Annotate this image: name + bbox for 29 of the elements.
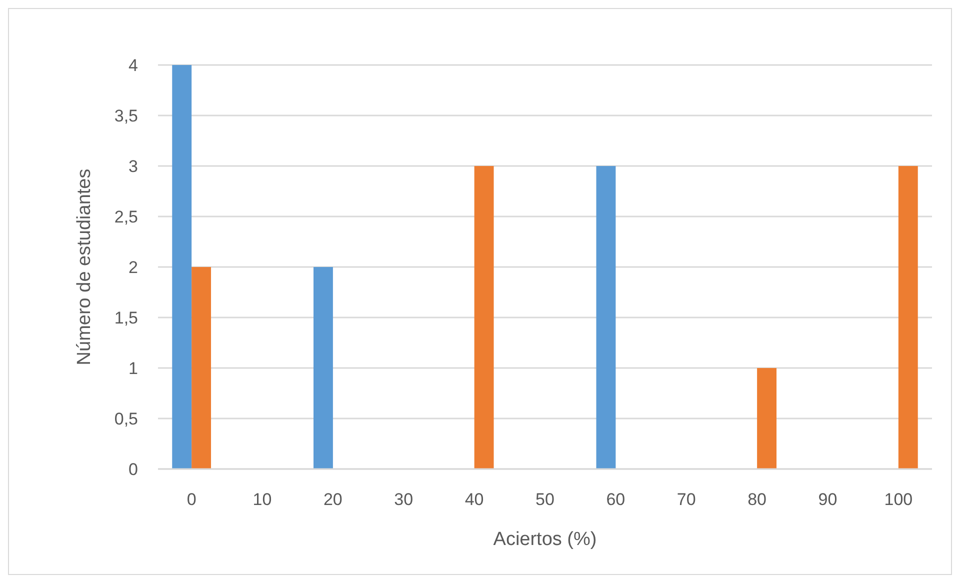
x-tick-label: 60 (606, 490, 626, 509)
y-axis-title: Número de estudiantes (74, 168, 95, 366)
x-tick-label: 70 (676, 490, 696, 509)
bar (596, 166, 616, 469)
y-tick-label: 2 (128, 258, 138, 277)
bar (172, 65, 192, 469)
x-tick-label: 90 (818, 490, 838, 509)
x-tick-label: 80 (748, 490, 767, 509)
y-tick-label: 1,5 (114, 308, 138, 328)
x-tick-label: 20 (323, 490, 342, 509)
x-axis-title: Aciertos (%) (493, 529, 597, 550)
y-tick-label: 3 (128, 156, 138, 176)
bar (314, 267, 333, 469)
x-tick-label: 100 (884, 490, 913, 509)
y-tick-label: 2,5 (114, 207, 138, 226)
x-tick-label: 40 (464, 490, 484, 509)
x-tick-label: 10 (252, 490, 272, 509)
y-tick-label: 3,5 (114, 106, 138, 126)
x-tick-label: 30 (394, 490, 414, 509)
y-tick-label: 0 (128, 460, 138, 479)
bar (757, 368, 776, 469)
y-tick-label: 1 (128, 358, 138, 378)
y-tick-label: 0,5 (114, 409, 138, 428)
bar (192, 267, 212, 469)
x-tick-label: 50 (536, 490, 554, 509)
bar (898, 166, 918, 469)
bar (474, 166, 494, 469)
y-tick-label: 4 (128, 56, 138, 75)
x-tick-label: 0 (186, 490, 196, 509)
